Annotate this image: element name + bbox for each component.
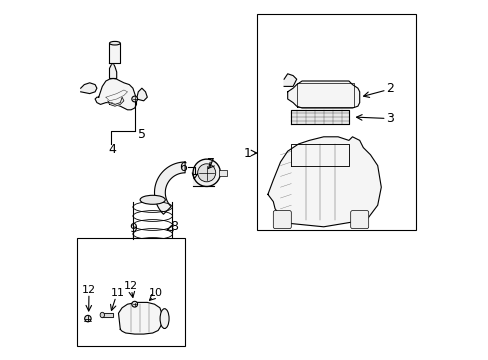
Polygon shape <box>136 88 147 101</box>
Text: 5: 5 <box>138 129 145 141</box>
Polygon shape <box>291 110 348 124</box>
FancyBboxPatch shape <box>350 211 368 229</box>
Text: 8: 8 <box>170 220 178 233</box>
Ellipse shape <box>140 262 165 271</box>
Ellipse shape <box>100 312 104 318</box>
Ellipse shape <box>140 195 165 204</box>
Bar <box>219 170 226 176</box>
Text: 10: 10 <box>149 288 163 298</box>
Polygon shape <box>284 74 296 86</box>
Polygon shape <box>95 78 136 110</box>
Polygon shape <box>193 174 213 186</box>
Polygon shape <box>81 83 97 94</box>
Ellipse shape <box>109 41 120 45</box>
Ellipse shape <box>160 309 169 328</box>
Polygon shape <box>287 81 359 108</box>
Text: 7: 7 <box>207 157 215 170</box>
Text: 3: 3 <box>386 112 393 125</box>
Text: 6: 6 <box>179 161 187 174</box>
Circle shape <box>193 159 220 186</box>
Circle shape <box>84 315 91 322</box>
Polygon shape <box>102 313 113 317</box>
Text: 9: 9 <box>129 222 137 235</box>
Bar <box>77 238 185 346</box>
Bar <box>257 14 415 230</box>
Circle shape <box>132 301 137 307</box>
Polygon shape <box>109 43 120 63</box>
Text: 11: 11 <box>111 288 124 298</box>
Polygon shape <box>109 63 117 78</box>
FancyBboxPatch shape <box>273 211 291 229</box>
Text: 2: 2 <box>386 82 393 95</box>
Text: 12: 12 <box>124 281 138 291</box>
Text: 12: 12 <box>82 285 96 295</box>
Polygon shape <box>107 97 123 106</box>
Text: 1: 1 <box>243 147 251 159</box>
Polygon shape <box>118 302 162 334</box>
Polygon shape <box>267 137 381 227</box>
Text: 4: 4 <box>108 143 116 156</box>
Circle shape <box>197 164 215 182</box>
Circle shape <box>132 96 137 102</box>
Polygon shape <box>154 162 185 214</box>
